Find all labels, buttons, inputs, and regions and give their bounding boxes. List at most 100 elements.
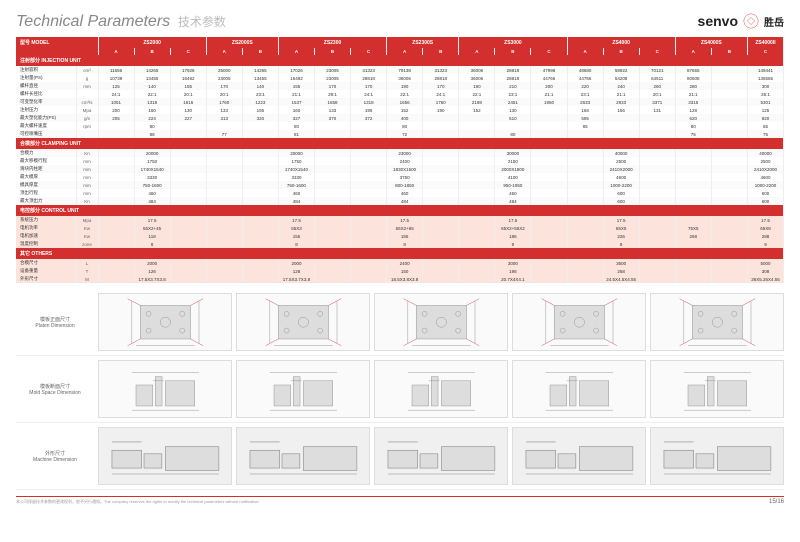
value-cell xyxy=(567,181,603,189)
value-cell xyxy=(711,130,747,138)
value-cell: 220 xyxy=(567,82,603,90)
value-cell xyxy=(98,216,134,224)
value-cell: 460 xyxy=(495,189,531,197)
value-cell: 24.5X4.5X4.55 xyxy=(603,275,639,283)
value-cell xyxy=(423,173,459,181)
value-cell xyxy=(711,232,747,240)
value-cell: 170 xyxy=(423,82,459,90)
value-cell: 750-1600 xyxy=(278,181,314,189)
value-cell xyxy=(170,173,206,181)
value-cell: 484 xyxy=(278,197,314,205)
param-label: 外形尺寸 xyxy=(16,275,76,283)
param-unit: Kw xyxy=(76,232,98,240)
diagram-cell xyxy=(512,360,646,418)
value-cell xyxy=(711,98,747,106)
value-cell: 20:1 xyxy=(170,90,206,98)
value-cell: 2451 xyxy=(495,98,531,106)
value-cell xyxy=(206,267,242,275)
param-label: 注射压力 xyxy=(16,106,76,114)
model-col: ZS2300 xyxy=(278,37,386,48)
model-col: ZS3000 xyxy=(459,37,567,48)
value-cell xyxy=(170,130,206,138)
value-cell xyxy=(603,114,639,122)
value-cell: 308 xyxy=(747,267,783,275)
value-cell: 200 xyxy=(98,106,134,114)
value-cell xyxy=(675,259,711,267)
value-cell: 36006 xyxy=(387,74,423,82)
value-cell xyxy=(711,259,747,267)
value-cell xyxy=(242,122,278,130)
value-cell xyxy=(98,149,134,157)
value-cell xyxy=(531,157,567,165)
value-cell: 198 xyxy=(495,267,531,275)
value-cell: 1760 xyxy=(206,98,242,106)
value-cell xyxy=(639,130,675,138)
section-header: 注射部分 INJECTION UNIT xyxy=(16,55,784,66)
value-cell: 820 xyxy=(747,114,783,122)
value-cell xyxy=(531,267,567,275)
value-cell xyxy=(170,216,206,224)
diagram-row: 模板正面尺寸Platen Dimension xyxy=(16,289,784,356)
value-cell: 55X2+65 xyxy=(387,224,423,232)
value-cell xyxy=(531,122,567,130)
value-cell xyxy=(711,267,747,275)
value-cell: 156 xyxy=(603,106,639,114)
value-cell xyxy=(711,82,747,90)
value-cell xyxy=(639,224,675,232)
variant-col: B xyxy=(711,48,747,55)
value-cell: 44766 xyxy=(567,74,603,82)
value-cell: 40000 xyxy=(603,149,639,157)
value-cell: 8 xyxy=(278,240,314,248)
value-cell: 8 xyxy=(603,240,639,248)
value-cell: 484 xyxy=(495,197,531,205)
value-cell xyxy=(639,240,675,248)
value-cell xyxy=(423,216,459,224)
value-cell: 87655 xyxy=(675,66,711,74)
value-cell xyxy=(351,197,387,205)
value-cell: 29:1 xyxy=(314,90,350,98)
variant-col: C xyxy=(639,48,675,55)
value-cell xyxy=(314,165,350,173)
value-cell: 2410X2000 xyxy=(603,165,639,173)
value-cell xyxy=(206,275,242,283)
value-cell: 17.5 xyxy=(603,216,639,224)
value-cell xyxy=(351,232,387,240)
value-cell: 1658 xyxy=(314,98,350,106)
value-cell: 21:1 xyxy=(603,90,639,98)
diagram-cell xyxy=(98,360,232,418)
value-cell xyxy=(639,189,675,197)
param-unit: g xyxy=(76,74,98,82)
value-cell: 200 xyxy=(531,82,567,90)
value-cell xyxy=(170,267,206,275)
value-cell: 149441 xyxy=(747,66,783,74)
value-cell xyxy=(206,189,242,197)
value-cell xyxy=(459,165,495,173)
value-cell: 85 xyxy=(567,122,603,130)
value-cell xyxy=(675,165,711,173)
value-cell: 23005 xyxy=(314,74,350,82)
value-cell xyxy=(567,259,603,267)
param-unit: mm xyxy=(76,181,98,189)
value-cell: 80 xyxy=(675,122,711,130)
value-cell xyxy=(423,149,459,157)
value-cell xyxy=(567,149,603,157)
value-cell: 70121 xyxy=(639,66,675,74)
value-cell xyxy=(351,149,387,157)
variant-col: C xyxy=(170,48,206,55)
value-cell: 205 xyxy=(98,114,134,122)
value-cell: 75 xyxy=(675,130,711,138)
value-cell xyxy=(711,189,747,197)
param-unit: M xyxy=(76,275,98,283)
value-cell: 130 xyxy=(170,106,206,114)
value-cell xyxy=(351,259,387,267)
variant-col: B xyxy=(314,48,350,55)
value-cell xyxy=(567,224,603,232)
value-cell xyxy=(531,149,567,157)
value-cell: 600 xyxy=(603,189,639,197)
value-cell: 140 xyxy=(242,82,278,90)
value-cell xyxy=(98,189,134,197)
brand-icon xyxy=(742,12,760,30)
value-cell xyxy=(242,216,278,224)
value-cell: 28818 xyxy=(351,74,387,82)
value-cell: 20000 xyxy=(134,149,170,157)
